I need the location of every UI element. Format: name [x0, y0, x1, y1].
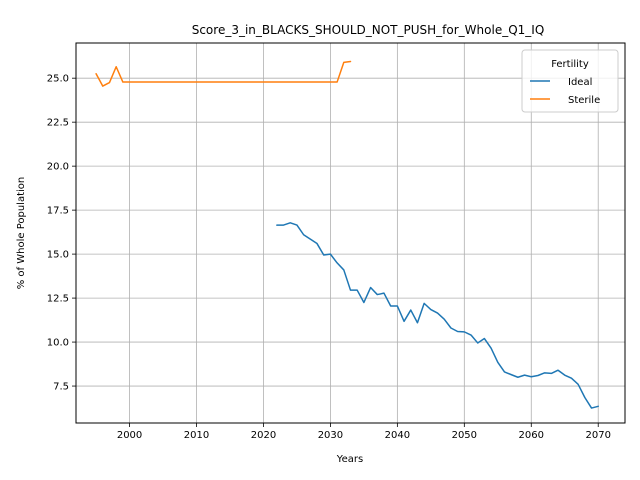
- y-tick-label: 20.0: [47, 162, 69, 173]
- series-line-ideal: [277, 223, 598, 408]
- series-line-sterile: [96, 61, 350, 86]
- y-tick-label: 12.5: [47, 294, 69, 305]
- x-tick-label: 2010: [184, 430, 209, 441]
- y-tick-label: 10.0: [47, 338, 69, 349]
- y-tick-label: 17.5: [47, 206, 69, 217]
- x-tick-label: 2050: [452, 430, 477, 441]
- series-layer: [96, 61, 598, 408]
- x-axis-ticks: 2000 2010 2020 2030 2040 2050 2060 2070: [117, 423, 611, 441]
- x-axis-label: Years: [336, 454, 363, 465]
- x-tick-label: 2000: [117, 430, 142, 441]
- legend: Fertility Ideal Sterile: [522, 50, 618, 112]
- chart-title: Score_3_in_BLACKS_SHOULD_NOT_PUSH_for_Wh…: [192, 23, 545, 37]
- legend-label-ideal: Ideal: [568, 77, 592, 88]
- x-tick-label: 2030: [318, 430, 343, 441]
- x-tick-label: 2040: [385, 430, 410, 441]
- x-tick-label: 2060: [519, 430, 544, 441]
- y-tick-label: 15.0: [47, 250, 69, 261]
- legend-label-sterile: Sterile: [568, 95, 600, 106]
- y-tick-label: 22.5: [47, 118, 69, 129]
- y-axis-ticks: 7.5 10.0 12.5 15.0 17.5 20.0 22.5 25.0: [47, 74, 76, 393]
- legend-title: Fertility: [551, 59, 589, 70]
- x-tick-label: 2020: [251, 430, 276, 441]
- y-tick-label: 7.5: [53, 382, 69, 393]
- x-tick-label: 2070: [585, 430, 610, 441]
- y-tick-label: 25.0: [47, 74, 69, 85]
- y-axis-label: % of Whole Population: [16, 177, 27, 290]
